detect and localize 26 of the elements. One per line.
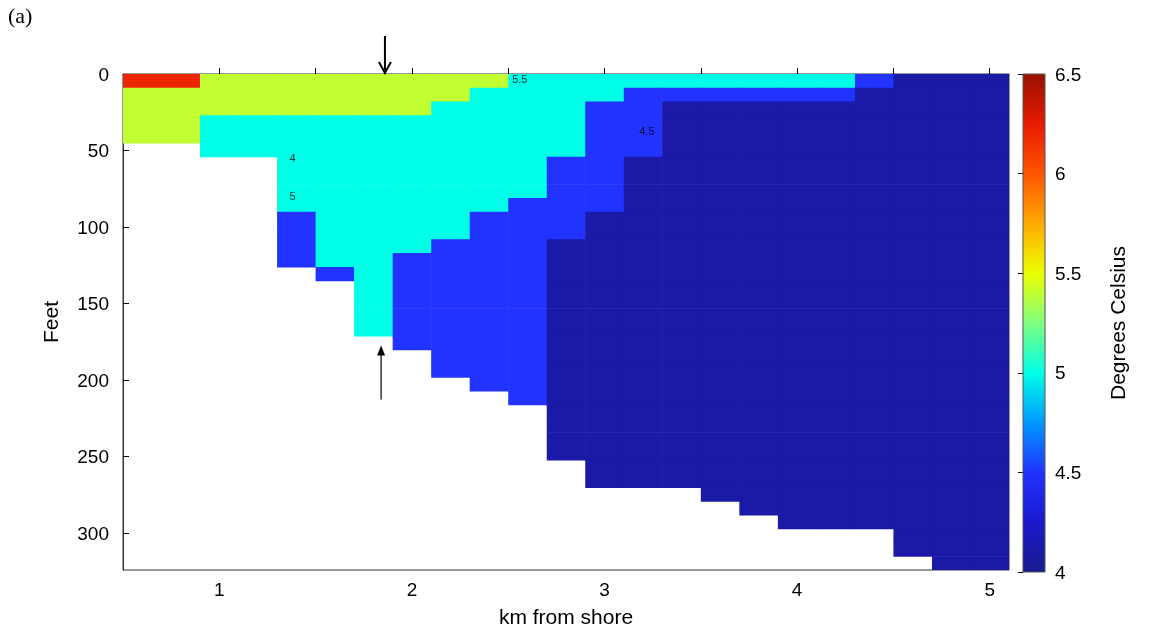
x-axis-title: km from shore [498, 605, 634, 628]
color-bar-label: 6 [1055, 163, 1066, 185]
color-bar-label: 5 [1055, 362, 1066, 384]
color-bar-label: 5.5 [1055, 262, 1082, 284]
y-tick-label: 250 [77, 446, 109, 468]
y-tick-label: 50 [87, 140, 109, 162]
x-tick-label: 5 [984, 579, 996, 600]
y-tick-label: 300 [77, 522, 109, 544]
y-tick-label: 200 [77, 369, 109, 391]
annotation: 4 [289, 152, 296, 165]
x-tick-label: 2 [406, 579, 418, 600]
color-bar-label: 4.5 [1055, 461, 1082, 483]
y-tick-label: 150 [77, 293, 109, 315]
color-bar-label: 4 [1055, 561, 1066, 583]
annotation: 5.5 [512, 72, 528, 85]
annotation: 4.5 [639, 124, 655, 137]
y-tick-label: 0 [98, 63, 109, 85]
x-tick-label: 1 [214, 579, 225, 600]
text: (a) [8, 2, 33, 28]
annotation: 5 [289, 190, 296, 203]
x-tick-label: 3 [599, 579, 610, 600]
color-bar-title: Degrees Celsius [1106, 245, 1129, 401]
x-tick-label: 4 [791, 579, 803, 600]
y-tick-label: 100 [77, 216, 109, 238]
y-axis-title: Feet [39, 300, 62, 344]
color-bar-label: 6.5 [1055, 63, 1082, 85]
